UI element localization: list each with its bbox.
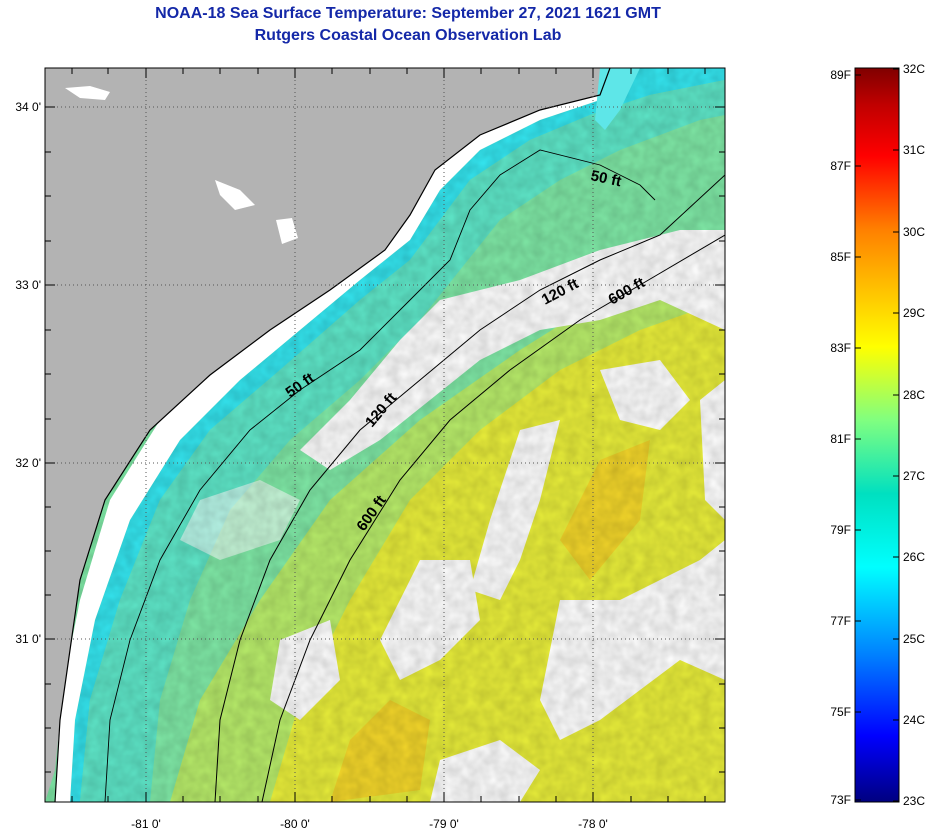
- inland-water-3: [276, 218, 298, 244]
- land-mass: [45, 68, 610, 802]
- lon-label-81: -81 0': [131, 817, 161, 831]
- inland-water-4: [595, 68, 640, 130]
- lon-label-79: -79 0': [429, 817, 459, 831]
- lon-label-78: -78 0': [578, 817, 608, 831]
- contour-50ft: [104, 149, 656, 802]
- coastline: [54, 68, 611, 802]
- chart-subtitle: Rutgers Coastal Ocean Observation Lab: [254, 27, 562, 44]
- inland-water-2: [215, 180, 255, 210]
- contour-120ft: [214, 174, 725, 802]
- chart-title: NOAA-18 Sea Surface Temperature: Septemb…: [155, 5, 661, 22]
- lat-label-31: 31 0': [15, 632, 41, 646]
- contour-label-50ft-north: 50 ft: [589, 167, 623, 190]
- lat-label-33: 33 0': [15, 278, 41, 292]
- tick-marks: [45, 68, 725, 802]
- lat-label-32: 32 0': [15, 456, 41, 470]
- map-frame: [44, 67, 726, 803]
- graticule: [45, 68, 725, 802]
- coastal-cloud-fringe: [55, 68, 640, 802]
- inland-water-1: [65, 86, 110, 100]
- lat-label-34: 34 0': [15, 100, 41, 114]
- lon-label-80: -80 0': [280, 817, 310, 831]
